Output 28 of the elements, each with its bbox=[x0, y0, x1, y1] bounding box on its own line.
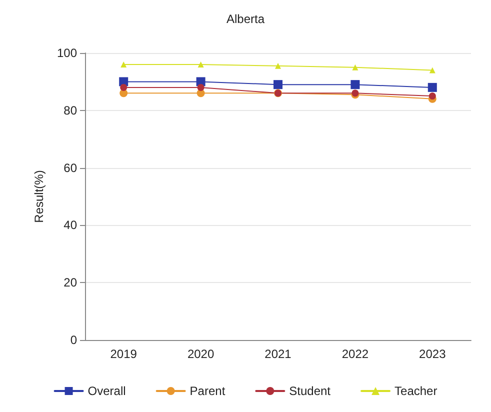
x-tick-label: 2023 bbox=[419, 347, 446, 361]
point bbox=[120, 61, 127, 68]
y-tick-label: 20 bbox=[64, 276, 78, 290]
y-tick-label: 60 bbox=[64, 160, 78, 175]
y-tick-label: 80 bbox=[64, 103, 78, 118]
legend-label: Teacher bbox=[394, 384, 438, 398]
point bbox=[275, 62, 281, 69]
x-tick-label: 2021 bbox=[264, 347, 292, 361]
point bbox=[198, 61, 204, 68]
y-tick-label: 0 bbox=[70, 333, 78, 347]
point bbox=[197, 84, 204, 91]
legend-label: Overall bbox=[88, 384, 126, 398]
point bbox=[429, 67, 436, 74]
point bbox=[274, 80, 282, 90]
point bbox=[428, 82, 437, 92]
legend-label: Parent bbox=[190, 384, 226, 398]
point bbox=[352, 64, 358, 70]
x-tick-label: 2022 bbox=[342, 347, 369, 361]
x-tick-label: 2020 bbox=[187, 347, 214, 361]
y-axis-title: Result(%) bbox=[32, 170, 46, 223]
x-tick-label: 2019 bbox=[110, 347, 138, 361]
y-tick-label: 100 bbox=[56, 46, 78, 60]
point bbox=[428, 92, 436, 100]
y-tick-label: 40 bbox=[64, 218, 78, 232]
point bbox=[120, 84, 128, 91]
chart-title: Alberta bbox=[226, 12, 265, 26]
point bbox=[350, 80, 360, 90]
legend-label: Student bbox=[289, 384, 332, 398]
